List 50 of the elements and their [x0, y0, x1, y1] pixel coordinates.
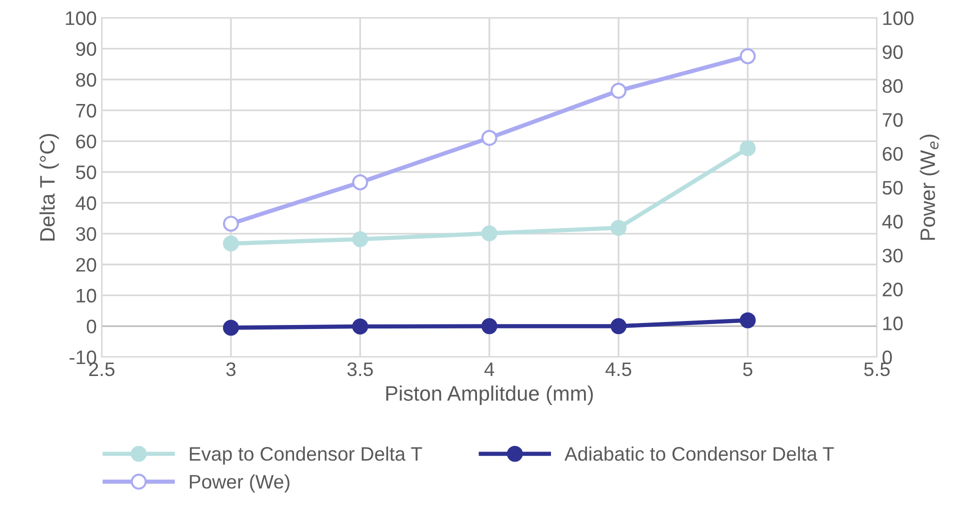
y-tick-label: 40 [76, 196, 96, 210]
x-tick-label: 3 [226, 362, 236, 376]
y-tick-label: 0 [86, 320, 96, 334]
point [352, 231, 368, 248]
y-tick-label: 10 [76, 288, 96, 303]
y2-axis-title: Power (W$_{e}$) [920, 134, 940, 240]
y-tick-label: 90 [76, 42, 96, 56]
y2-tick-label: 50 [882, 180, 903, 195]
point [222, 216, 239, 232]
y2-tick-label: 40 [882, 214, 903, 229]
y-tick-label: 100 [66, 11, 96, 26]
y-axis-title: Delta T (°C) [39, 134, 59, 240]
point [222, 320, 239, 336]
y2-tick-label: 30 [882, 248, 903, 262]
y2-tick-label: 70 [882, 113, 903, 127]
y2-tick-label: 10 [883, 316, 903, 330]
point [740, 140, 756, 156]
x-tick-label: 4.5 [605, 362, 632, 376]
point [481, 318, 498, 334]
y-tick-label: 50 [76, 165, 96, 180]
y-tick-label: 80 [76, 72, 96, 87]
x-tick-label: 5.5 [864, 362, 890, 376]
x-tick-label: 5 [743, 362, 752, 376]
y2-tick-label: 80 [882, 79, 903, 93]
y-tick-label: 30 [76, 227, 96, 241]
legend-label: Adiabatic to Condensor Delta T [564, 446, 834, 461]
point [352, 318, 368, 334]
point [740, 312, 756, 328]
point [740, 48, 756, 64]
x-tick-label: 2.5 [89, 362, 114, 376]
y2-tick-label: 20 [882, 282, 903, 296]
y-tick-label: -10 [70, 350, 96, 364]
x-tick-label: 3.5 [347, 362, 373, 376]
y-tick-label: 60 [76, 134, 96, 148]
point [610, 318, 627, 334]
y-tick-label: 20 [76, 258, 96, 272]
y2-tick-label: 60 [882, 146, 903, 161]
point [481, 130, 498, 146]
y2-tick-label: 90 [882, 45, 903, 59]
y2-tick-label: 100 [883, 11, 914, 26]
legend-label: Evap to Condensor Delta T [190, 446, 422, 465]
point [610, 220, 627, 236]
point [610, 82, 627, 99]
legend-label: Power (We) [190, 474, 290, 492]
point [481, 225, 498, 242]
point [222, 236, 239, 252]
x-tick-label: 4 [484, 362, 494, 376]
point [352, 174, 368, 190]
x-axis-title: Piston Amplitdue (mm) [386, 386, 593, 405]
y-tick-label: 70 [76, 104, 96, 118]
